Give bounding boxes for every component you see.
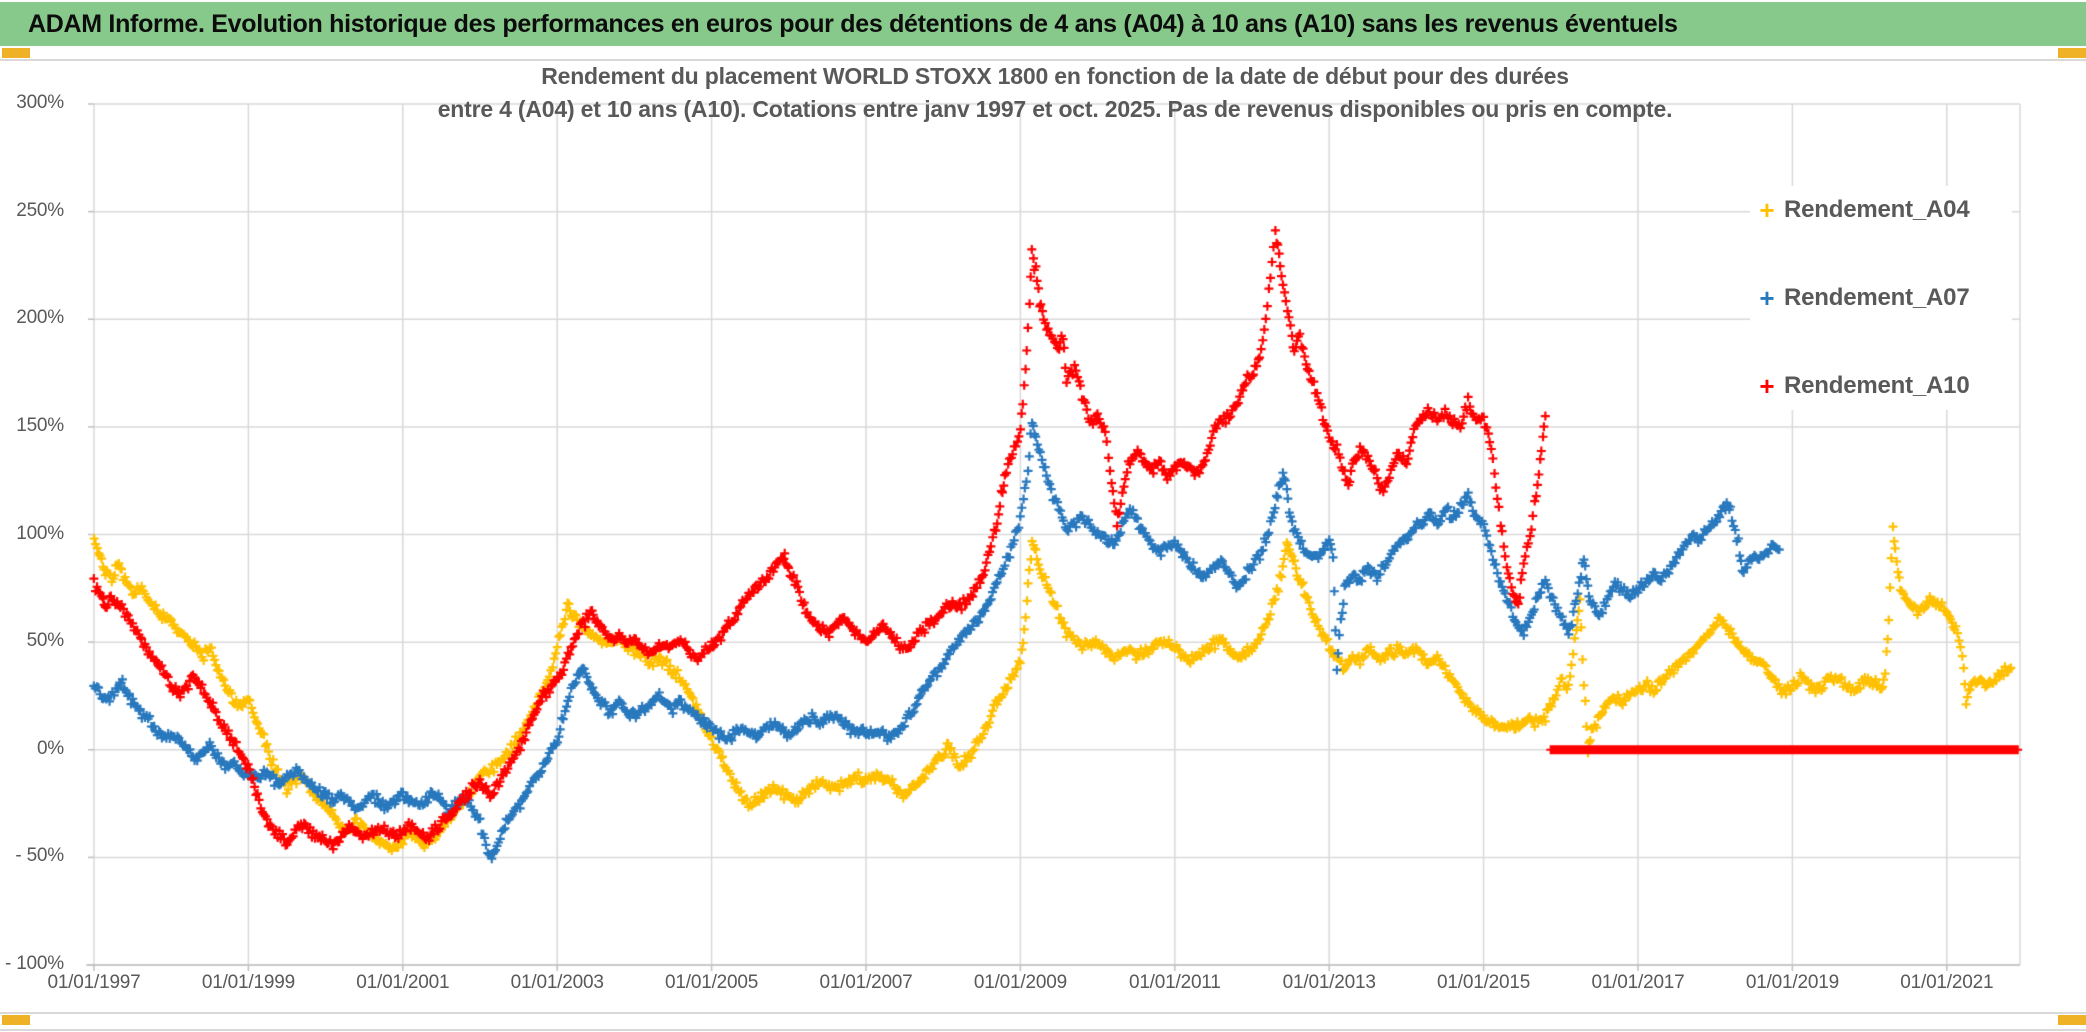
footer-divider-line <box>0 1012 2086 1014</box>
x-axis-label: 01/01/1999 <box>201 972 295 993</box>
x-axis-label: 01/01/1997 <box>47 972 141 993</box>
plus-marker-icon: + <box>1759 195 1775 225</box>
legend-label: Rendement_A04 <box>1784 196 1970 223</box>
plus-marker-icon: + <box>1759 371 1775 401</box>
x-axis-label: 01/01/2011 <box>1128 972 1221 993</box>
y-axis-label: 100% <box>16 522 64 544</box>
y-axis-label: - 100% <box>4 953 64 974</box>
legend-label: Rendement_A07 <box>1784 284 1970 311</box>
chart-title: Rendement du placement WORLD STOXX 1800 … <box>90 60 2020 126</box>
x-axis-label: 01/01/2019 <box>1745 972 1839 993</box>
y-axis-label: 250% <box>16 199 64 221</box>
y-axis-label: 300% <box>16 92 64 113</box>
x-axis-label: 01/01/2015 <box>1437 972 1531 993</box>
legend-item-a10: + Rendement_A10 <box>1750 368 2012 404</box>
x-axis-label: 01/01/2007 <box>819 972 913 993</box>
legend-label: Rendement_A10 <box>1784 372 1970 399</box>
legend-item-a07: + Rendement_A07 <box>1750 280 2012 316</box>
x-axis-label: 01/01/2021 <box>1900 972 1994 993</box>
page-bottom-line <box>0 1029 2086 1031</box>
x-axis-label: 01/01/2003 <box>510 972 604 993</box>
chart-legend: + Rendement_A04 + Rendement_A07 + Rendem… <box>1750 186 2012 410</box>
x-axis-label: 01/01/2017 <box>1591 972 1685 993</box>
y-axis-label: 50% <box>26 630 65 652</box>
x-axis-label: 01/01/2005 <box>665 972 759 993</box>
y-axis-label: 0% <box>36 737 64 759</box>
legend-item-a04: + Rendement_A04 <box>1750 192 2012 228</box>
x-axis-label: 01/01/2013 <box>1282 972 1376 993</box>
accent-square-bottom-left <box>2 1015 30 1025</box>
y-axis-label: - 50% <box>15 845 64 867</box>
x-axis-label: 01/01/2009 <box>973 972 1067 993</box>
y-axis-label: 200% <box>16 307 64 329</box>
chart-title-line1: Rendement du placement WORLD STOXX 1800 … <box>541 63 1569 89</box>
chart-title-line2: entre 4 (A04) et 10 ans (A10). Cotations… <box>437 96 1673 122</box>
x-axis-label: 01/01/2001 <box>356 972 450 993</box>
accent-square-bottom-right <box>2058 1015 2086 1025</box>
y-axis-label: 150% <box>16 414 64 436</box>
plus-marker-icon: + <box>1759 283 1775 313</box>
